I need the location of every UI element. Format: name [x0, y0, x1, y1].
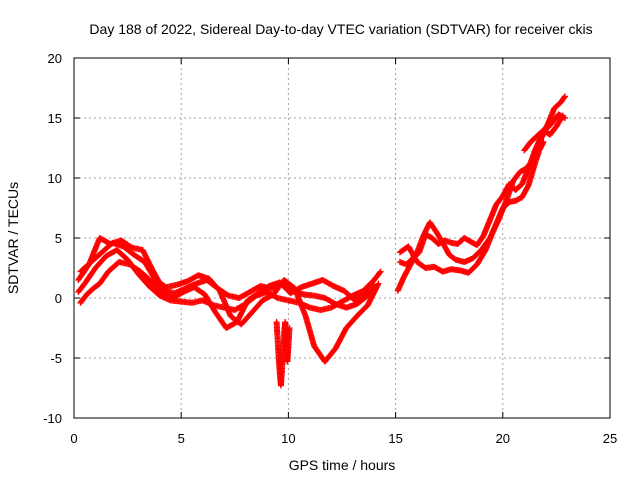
data-point	[377, 268, 384, 275]
x-tick-label: 15	[388, 431, 402, 446]
x-tick-label: 5	[178, 431, 185, 446]
x-tick-label: 25	[603, 431, 617, 446]
x-tick-label: 0	[70, 431, 77, 446]
data-point	[371, 283, 378, 289]
data-point	[559, 112, 566, 119]
grid-lines	[74, 58, 610, 418]
data-point	[376, 269, 383, 276]
y-tick-label: 5	[55, 231, 62, 246]
y-tick-label: 20	[48, 51, 62, 66]
data-point	[561, 93, 568, 100]
y-tick-label: 10	[48, 171, 62, 186]
data-marks	[75, 93, 568, 389]
y-tick-label: 15	[48, 111, 62, 126]
series-spike	[273, 319, 293, 389]
chart-title: Day 188 of 2022, Sidereal Day-to-day VTE…	[89, 21, 592, 37]
data-point	[375, 280, 382, 287]
series-track-h	[521, 112, 566, 154]
data-point	[540, 139, 547, 145]
y-tick-label: 0	[55, 291, 62, 306]
series-track-d	[77, 259, 378, 331]
axis-tick-labels: 0 5 10 15 20 25 -10 -5 0 5 10 15 20	[43, 51, 617, 446]
data-point	[559, 113, 566, 120]
y-axis-label: SDTVAR / TECUs	[5, 182, 21, 294]
series-track-f	[396, 93, 568, 268]
series-track-g	[396, 139, 547, 276]
y-tick-label: -10	[43, 411, 62, 426]
axis-ticks	[73, 57, 611, 419]
y-tick-label: -5	[50, 351, 62, 366]
x-axis-label: GPS time / hours	[289, 457, 396, 473]
x-tick-label: 20	[496, 431, 510, 446]
data-point	[286, 325, 293, 331]
data-point	[370, 283, 377, 290]
x-tick-label: 10	[281, 431, 295, 446]
data-point	[561, 94, 568, 101]
